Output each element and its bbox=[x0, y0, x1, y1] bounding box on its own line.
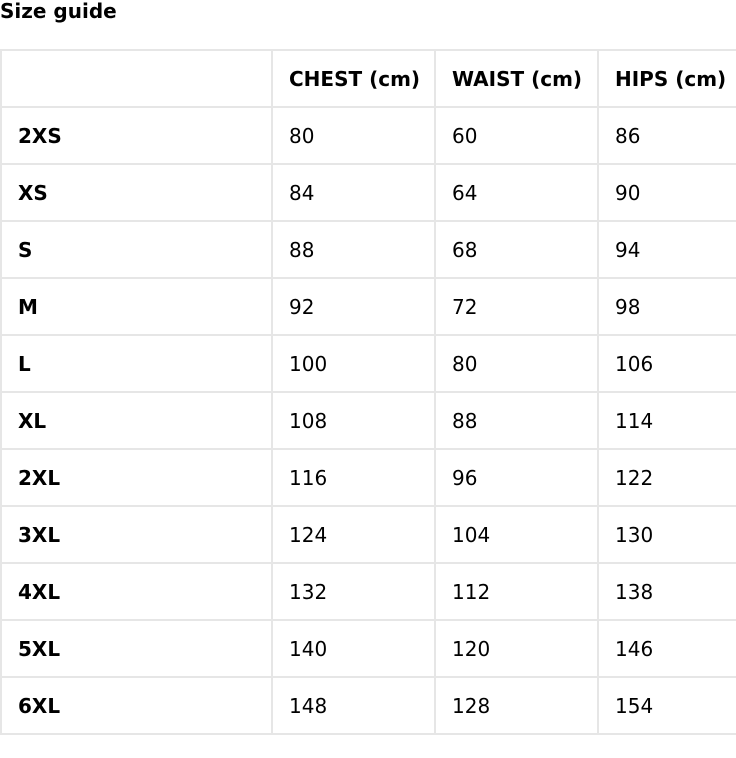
cell-waist: 68 bbox=[434, 220, 599, 279]
cell-hips: 138 bbox=[597, 562, 736, 621]
cell-hips: 146 bbox=[597, 619, 736, 678]
cell-size: 2XL bbox=[0, 448, 273, 507]
table-row: XL 108 88 114 bbox=[0, 391, 736, 450]
cell-waist: 120 bbox=[434, 619, 599, 678]
cell-size: 6XL bbox=[0, 676, 273, 735]
cell-hips: 106 bbox=[597, 334, 736, 393]
cell-waist: 60 bbox=[434, 106, 599, 165]
cell-size: L bbox=[0, 334, 273, 393]
cell-chest: 92 bbox=[271, 277, 436, 336]
cell-chest: 116 bbox=[271, 448, 436, 507]
cell-chest: 140 bbox=[271, 619, 436, 678]
cell-chest: 124 bbox=[271, 505, 436, 564]
table-row: 5XL 140 120 146 bbox=[0, 619, 736, 678]
cell-size: 4XL bbox=[0, 562, 273, 621]
cell-size: 5XL bbox=[0, 619, 273, 678]
table-row: XS 84 64 90 bbox=[0, 163, 736, 222]
cell-size: 2XS bbox=[0, 106, 273, 165]
cell-chest: 84 bbox=[271, 163, 436, 222]
header-waist: WAIST (cm) bbox=[434, 49, 599, 108]
cell-hips: 94 bbox=[597, 220, 736, 279]
cell-chest: 148 bbox=[271, 676, 436, 735]
cell-waist: 80 bbox=[434, 334, 599, 393]
cell-hips: 90 bbox=[597, 163, 736, 222]
cell-waist: 128 bbox=[434, 676, 599, 735]
cell-waist: 72 bbox=[434, 277, 599, 336]
cell-hips: 154 bbox=[597, 676, 736, 735]
table-row: 6XL 148 128 154 bbox=[0, 676, 736, 735]
cell-waist: 64 bbox=[434, 163, 599, 222]
cell-chest: 100 bbox=[271, 334, 436, 393]
table-row: 2XS 80 60 86 bbox=[0, 106, 736, 165]
cell-chest: 80 bbox=[271, 106, 436, 165]
cell-hips: 130 bbox=[597, 505, 736, 564]
cell-chest: 108 bbox=[271, 391, 436, 450]
cell-waist: 96 bbox=[434, 448, 599, 507]
table-row: 3XL 124 104 130 bbox=[0, 505, 736, 564]
size-guide-table: CHEST (cm) WAIST (cm) HIPS (cm) 2XS 80 60 8… bbox=[0, 49, 736, 735]
header-hips: HIPS (cm) bbox=[597, 49, 736, 108]
cell-waist: 88 bbox=[434, 391, 599, 450]
cell-chest: 88 bbox=[271, 220, 436, 279]
header-row: CHEST (cm) WAIST (cm) HIPS (cm) bbox=[0, 49, 736, 108]
cell-size: 3XL bbox=[0, 505, 273, 564]
page-title: Size guide bbox=[0, 0, 117, 23]
cell-size: XS bbox=[0, 163, 273, 222]
cell-hips: 122 bbox=[597, 448, 736, 507]
cell-hips: 98 bbox=[597, 277, 736, 336]
cell-size: S bbox=[0, 220, 273, 279]
table-row: L 100 80 106 bbox=[0, 334, 736, 393]
header-chest: CHEST (cm) bbox=[271, 49, 436, 108]
table-row: S 88 68 94 bbox=[0, 220, 736, 279]
cell-size: XL bbox=[0, 391, 273, 450]
table-row: 2XL 116 96 122 bbox=[0, 448, 736, 507]
table-row: M 92 72 98 bbox=[0, 277, 736, 336]
cell-chest: 132 bbox=[271, 562, 436, 621]
cell-hips: 86 bbox=[597, 106, 736, 165]
cell-hips: 114 bbox=[597, 391, 736, 450]
table-row: 4XL 132 112 138 bbox=[0, 562, 736, 621]
header-size bbox=[0, 49, 273, 108]
cell-waist: 104 bbox=[434, 505, 599, 564]
cell-waist: 112 bbox=[434, 562, 599, 621]
cell-size: M bbox=[0, 277, 273, 336]
